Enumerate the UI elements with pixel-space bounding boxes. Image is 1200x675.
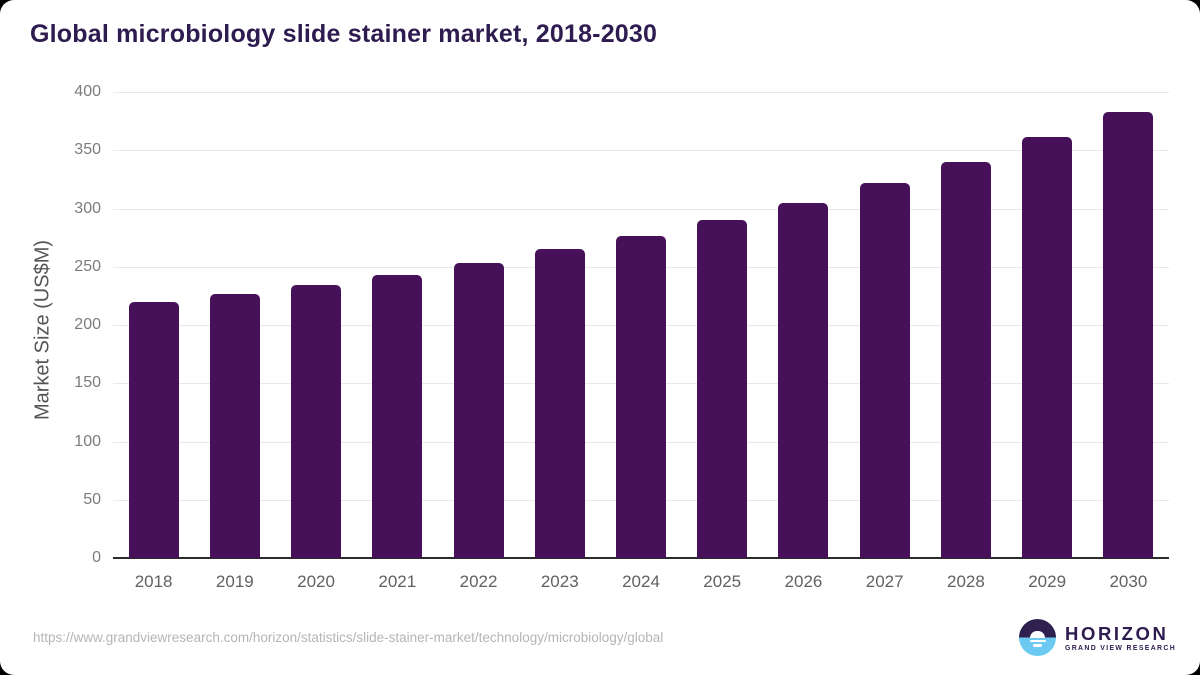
bar-2026 bbox=[778, 202, 829, 558]
y-tick-label: 250 bbox=[74, 257, 101, 275]
y-tick-label: 350 bbox=[74, 141, 101, 159]
bar-2019 bbox=[209, 293, 260, 558]
y-tick-label: 100 bbox=[74, 432, 101, 450]
bar-2025 bbox=[697, 220, 748, 558]
bar-2018 bbox=[128, 301, 179, 558]
horizon-logo: HORIZON GRAND VIEW RESEARCH bbox=[1019, 619, 1176, 656]
x-tick-label: 2028 bbox=[947, 572, 985, 591]
y-tick-label: 300 bbox=[74, 199, 101, 217]
x-tick-label: 2030 bbox=[1109, 572, 1148, 591]
horizon-logo-icon bbox=[1019, 619, 1056, 656]
bar-2024 bbox=[616, 236, 666, 558]
x-tick-label: 2025 bbox=[703, 572, 742, 591]
bar-2029 bbox=[1022, 137, 1073, 558]
logo-sub-brand: GRAND VIEW RESEARCH bbox=[1065, 644, 1177, 652]
x-tick-label: 2022 bbox=[459, 572, 498, 591]
bar-2028 bbox=[940, 161, 991, 558]
bar-2023 bbox=[534, 249, 585, 558]
x-tick-label: 2019 bbox=[215, 572, 254, 591]
bar-2030 bbox=[1103, 111, 1154, 558]
chart-title: Global microbiology slide stainer market… bbox=[30, 20, 658, 48]
x-tick-label: 2020 bbox=[297, 572, 335, 591]
logo-brand-name: HORIZON bbox=[1065, 622, 1169, 644]
x-tick-label: 2018 bbox=[134, 572, 173, 591]
y-tick-label: 200 bbox=[74, 316, 101, 333]
y-tick-label: 400 bbox=[74, 83, 101, 100]
x-tick-label: 2027 bbox=[865, 572, 904, 591]
y-tick-label: 150 bbox=[74, 374, 101, 392]
x-tick-label: 2024 bbox=[622, 572, 660, 591]
sun-reflection-line bbox=[1033, 644, 1042, 647]
gridline-300 bbox=[113, 208, 1169, 210]
sun-reflection-line bbox=[1029, 639, 1046, 643]
bar-2022 bbox=[453, 263, 504, 558]
x-tick-label: 2029 bbox=[1028, 572, 1067, 591]
source-url: https://www.grandviewresearch.com/horizo… bbox=[33, 630, 664, 645]
bar-2021 bbox=[372, 274, 423, 558]
bar-2027 bbox=[859, 182, 910, 558]
x-tick-label: 2021 bbox=[378, 572, 417, 591]
gridline-400 bbox=[113, 92, 1169, 93]
x-tick-label: 2026 bbox=[784, 572, 823, 591]
gridline-350 bbox=[113, 150, 1169, 152]
bar-2020 bbox=[291, 285, 342, 558]
logo-text: HORIZON GRAND VIEW RESEARCH bbox=[1065, 624, 1176, 652]
sun-icon bbox=[1030, 630, 1045, 638]
x-axis-line bbox=[113, 557, 1169, 559]
y-tick-label: 50 bbox=[83, 490, 101, 508]
x-tick-label: 2023 bbox=[540, 572, 579, 591]
plot-area: 0 50 100 150 200 250 300 350 400 2018 2019 2020 2021… bbox=[74, 84, 1169, 591]
y-tick-label: 0 bbox=[92, 549, 101, 566]
